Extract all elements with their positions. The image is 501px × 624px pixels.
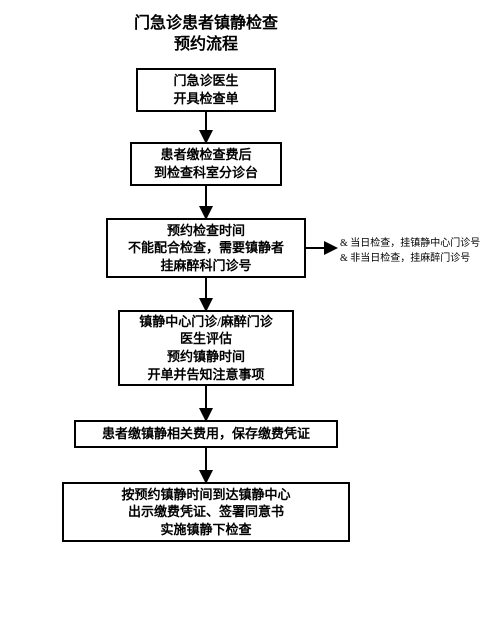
flowchart-node: 门急诊医生 开具检查单 (136, 68, 276, 112)
flowchart-title: 门急诊患者镇静检查 预约流程 (106, 14, 306, 56)
flowchart-node: 患者缴检查费后 到检查科室分诊台 (130, 142, 282, 186)
flowchart-node: 镇静中心门诊/麻醉门诊 医生评估 预约镇静时间 开单并告知注意事项 (118, 310, 294, 386)
flowchart-node: 按预约镇静时间到达镇静中心 出示缴费凭证、签署同意书 实施镇静下检查 (62, 482, 350, 542)
flowchart-node: 患者缴镇静相关费用，保存缴费凭证 (74, 420, 338, 448)
flowchart-node: 预约检查时间 不能配合检查，需要镇静者 挂麻醉科门诊号 (106, 218, 306, 278)
flowchart-sidenote: & 当日检查，挂镇静中心门诊号 & 非当日检查，挂麻醉门诊号 (340, 236, 480, 266)
